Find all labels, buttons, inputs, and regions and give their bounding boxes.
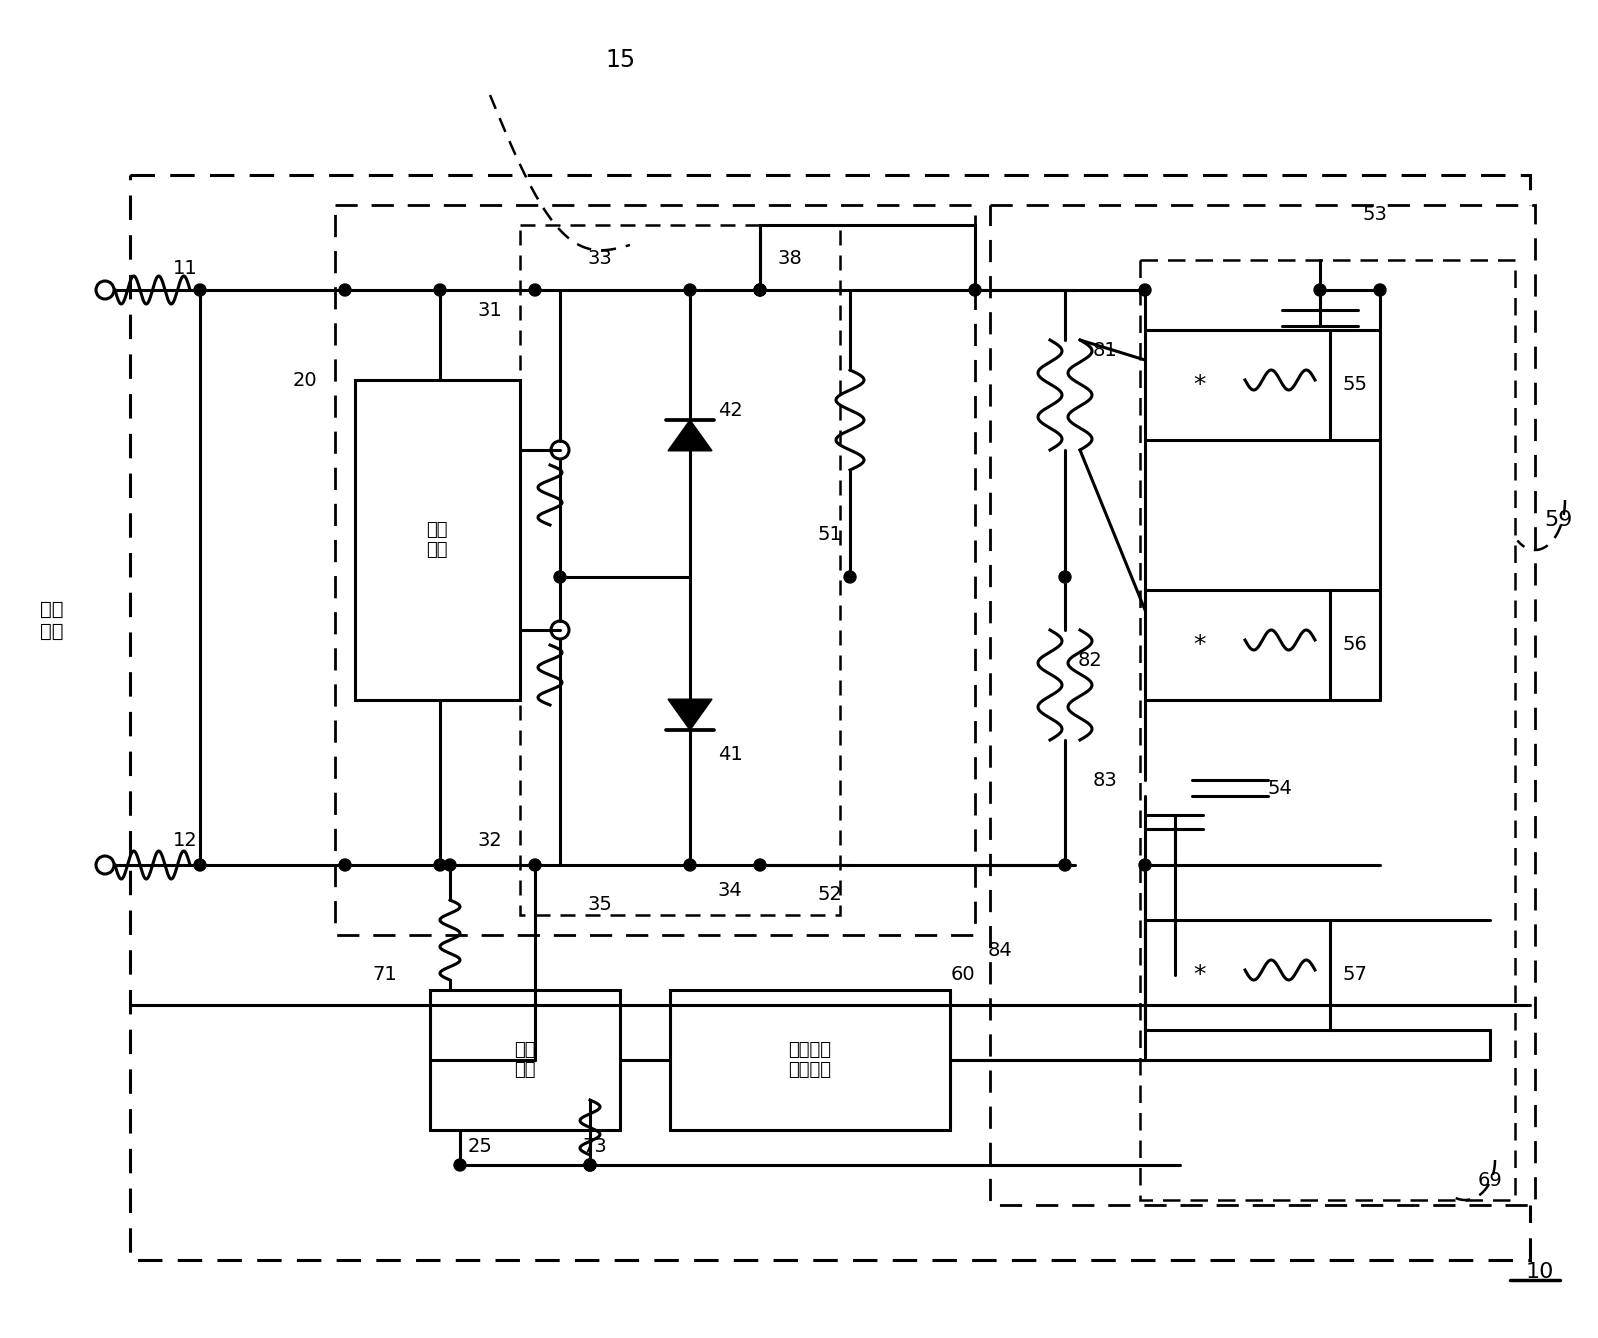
Text: 直流
电源: 直流 电源	[40, 599, 64, 641]
Polygon shape	[668, 700, 713, 731]
Circle shape	[754, 859, 765, 871]
Text: 84: 84	[988, 941, 1013, 959]
Circle shape	[844, 571, 857, 583]
Circle shape	[1139, 859, 1151, 871]
Text: 73: 73	[583, 1137, 607, 1156]
Circle shape	[454, 1159, 467, 1171]
Text: 53: 53	[1363, 206, 1387, 225]
Text: 15: 15	[606, 48, 634, 72]
Circle shape	[754, 284, 765, 296]
Text: 82: 82	[1077, 650, 1103, 669]
Circle shape	[435, 859, 446, 871]
Text: *: *	[1194, 633, 1206, 657]
Text: 25: 25	[468, 1137, 492, 1156]
Circle shape	[754, 284, 765, 296]
Text: 35: 35	[588, 895, 612, 914]
Text: 31: 31	[478, 301, 502, 320]
Text: 停振
电路: 停振 电路	[515, 1041, 535, 1080]
Bar	[1146, 330, 1330, 440]
Circle shape	[444, 859, 455, 871]
Circle shape	[555, 571, 566, 583]
Text: 41: 41	[718, 745, 743, 764]
Polygon shape	[668, 420, 713, 451]
Circle shape	[684, 284, 697, 296]
Circle shape	[1374, 284, 1385, 296]
Text: 10: 10	[1526, 1262, 1555, 1282]
Bar	[430, 990, 620, 1131]
Circle shape	[968, 284, 981, 296]
Bar	[355, 380, 519, 700]
Text: *: *	[1194, 963, 1206, 987]
Bar	[129, 175, 1529, 1260]
Text: 51: 51	[818, 526, 842, 545]
Text: 55: 55	[1342, 376, 1368, 395]
Text: 38: 38	[778, 249, 802, 268]
Text: 56: 56	[1342, 636, 1368, 654]
Circle shape	[1139, 284, 1151, 296]
Bar	[519, 225, 841, 915]
Circle shape	[1059, 859, 1071, 871]
Text: 59: 59	[1544, 510, 1572, 530]
Text: 33: 33	[588, 249, 612, 268]
Circle shape	[435, 284, 446, 296]
Text: 42: 42	[718, 400, 743, 420]
Bar	[1146, 921, 1330, 1030]
Circle shape	[193, 859, 206, 871]
Circle shape	[1059, 571, 1071, 583]
Circle shape	[583, 1159, 596, 1171]
Bar	[670, 990, 949, 1131]
Bar	[1146, 590, 1330, 700]
Bar	[1139, 260, 1515, 1200]
Text: *: *	[1194, 373, 1206, 397]
Text: 34: 34	[718, 880, 743, 899]
Circle shape	[529, 859, 542, 871]
Circle shape	[583, 1159, 596, 1171]
Circle shape	[339, 284, 352, 296]
Circle shape	[684, 859, 697, 871]
Text: 11: 11	[173, 258, 198, 277]
Text: 69: 69	[1478, 1171, 1502, 1189]
Text: 驱动
电路: 驱动 电路	[427, 520, 447, 559]
Text: 32: 32	[478, 831, 502, 850]
Bar	[991, 205, 1536, 1206]
Circle shape	[1314, 284, 1326, 296]
Bar	[336, 205, 975, 935]
Circle shape	[339, 859, 352, 871]
Text: 57: 57	[1342, 966, 1368, 985]
Circle shape	[529, 284, 542, 296]
Text: 12: 12	[173, 831, 198, 850]
Text: 81: 81	[1093, 340, 1117, 360]
Text: 54: 54	[1267, 779, 1293, 797]
Text: 83: 83	[1093, 771, 1117, 789]
Text: 71: 71	[372, 966, 398, 985]
Text: 60: 60	[951, 966, 975, 985]
Circle shape	[193, 284, 206, 296]
Text: 20: 20	[292, 371, 318, 389]
Text: 52: 52	[818, 886, 842, 904]
Text: 保护信号
处理电路: 保护信号 处理电路	[788, 1041, 831, 1080]
